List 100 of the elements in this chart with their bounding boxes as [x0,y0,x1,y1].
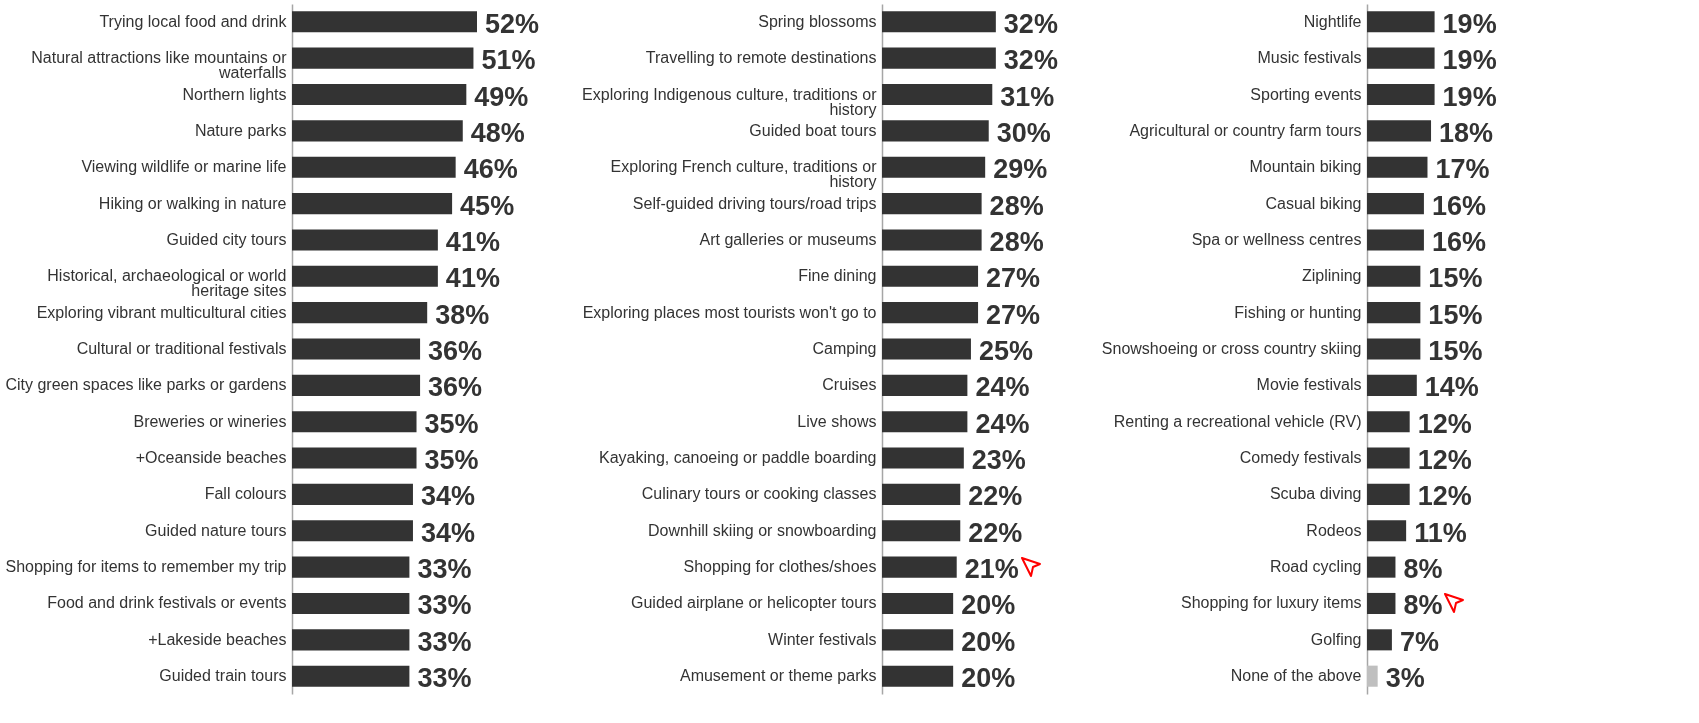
bar [882,229,982,251]
y-tick-label: Fall colours [204,485,287,503]
y-tick-label: Shopping for clothes/shoes [683,558,877,576]
data-label: 19% [1442,45,1497,76]
bar [1367,120,1432,142]
bar [882,193,982,215]
bar [1367,83,1435,106]
data-label: 27% [986,299,1041,330]
y-tick-label: None of the above [1230,667,1362,685]
y-tick-label: Fine dining [798,267,877,285]
data-label: 24% [975,408,1030,439]
data-label: 22% [968,517,1023,548]
y-tick-label: Rodeos [1306,521,1362,539]
bar [292,193,453,215]
y-tick-label: Snowshoeing or cross country skiing [1101,340,1362,357]
data-label: 19% [1442,81,1497,112]
y-tick-label: Scuba diving [1269,485,1362,503]
bar [1367,374,1417,396]
y-tick-label: Shopping for luxury items [1180,594,1362,612]
bar [882,83,993,106]
y-tick-label: Breweries or wineries [133,412,287,430]
data-label: 33% [417,663,472,694]
y-tick-label: Spring blossoms [758,12,877,30]
data-label: 23% [971,445,1026,476]
data-label: 36% [428,372,483,403]
y-tick-label: Road cycling [1269,558,1362,576]
y-tick-label: City green spaces like parks or gardens [5,376,287,394]
y-tick-label: Amusement or theme parks [679,667,877,685]
bar [292,629,410,651]
y-tick-label: Golfing [1310,630,1362,648]
y-tick-label: Hiking or walking in nature [98,194,287,212]
bar [1367,665,1378,687]
bar [882,592,954,615]
bar [882,447,964,469]
data-label: 22% [968,481,1023,512]
data-label: 21% [964,554,1019,585]
bar [1367,229,1424,251]
y-tick-label: Guided boat tours [749,121,877,139]
bar [882,520,961,542]
data-label: 20% [961,626,1016,657]
data-label: 16% [1431,226,1486,257]
bar [1367,193,1424,215]
data-label: 36% [428,336,483,366]
data-label: 25% [978,336,1033,366]
y-tick-label: Exploring places most tourists won't go to [582,303,877,321]
y-tick-label: Cruises [822,376,877,394]
data-label: 46% [463,154,518,185]
data-label: 24% [975,372,1030,403]
bar [292,592,410,615]
data-label: 17% [1435,154,1490,185]
data-label: 14% [1424,372,1479,403]
y-tick-label: Guided train tours [159,667,287,685]
bar [292,229,438,251]
data-label: 48% [470,117,525,148]
bar [882,556,957,578]
data-label: 34% [420,481,476,512]
data-label: 11% [1414,517,1467,548]
bar [1367,592,1396,615]
data-label: 29% [993,154,1048,185]
bar [1367,629,1392,651]
y-tick-label: Winter festivals [768,630,877,648]
y-tick-label: Exploring Indigenous culture, traditions or history [582,85,878,118]
bar [292,411,417,433]
data-label: 41% [445,263,500,294]
y-tick-label: Natural attractions like mountains or waterfalls [31,49,288,82]
y-tick-label: Fishing or hunting [1234,303,1362,321]
data-label: 51% [481,45,536,76]
y-tick-label: Live shows [797,412,877,430]
data-label: 33% [417,590,472,621]
bar [882,374,968,396]
bar [882,629,954,651]
bar [292,302,428,324]
data-label: 38% [435,299,490,330]
data-label: 12% [1417,445,1472,476]
y-tick-label: Self-guided driving tours/road trips [632,194,877,212]
data-label: 27% [986,263,1041,294]
bar [292,47,474,69]
bar [882,47,996,69]
bar [292,83,467,106]
data-label: 34% [420,517,476,548]
bar [1367,338,1421,360]
y-tick-label: Downhill skiing or snowboarding [647,521,877,539]
data-label: 31% [1000,81,1055,112]
data-label: 52% [485,8,540,39]
data-label: 12% [1417,408,1472,439]
bar [882,265,979,287]
bar [1367,302,1421,324]
y-tick-label: Movie festivals [1256,376,1362,394]
y-tick-label: Travelling to remote destinations [645,49,877,67]
data-label: 32% [1003,8,1058,39]
y-tick-label: Shopping for items to remember my trip [5,558,287,576]
y-tick-label: Camping [812,340,877,357]
bar [292,265,438,287]
y-tick-label: Trying local food and drink [99,12,288,30]
y-tick-label: Spa or wellness centres [1191,230,1362,248]
bar [1367,520,1407,542]
bar [292,338,421,360]
bar [292,156,456,178]
bar [882,156,986,178]
data-label: 15% [1428,263,1483,294]
